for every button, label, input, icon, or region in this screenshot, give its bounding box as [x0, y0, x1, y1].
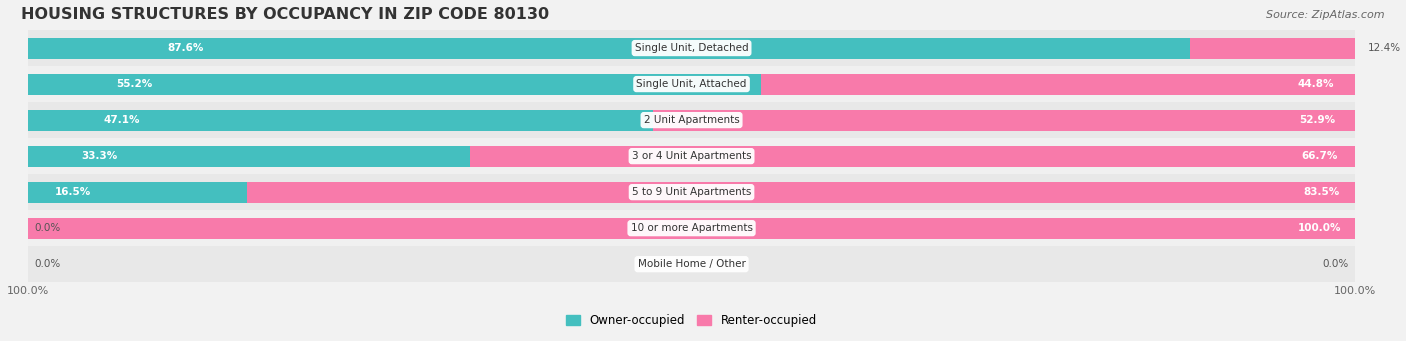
Text: Mobile Home / Other: Mobile Home / Other — [637, 259, 745, 269]
Text: 44.8%: 44.8% — [1298, 79, 1334, 89]
Text: 2 Unit Apartments: 2 Unit Apartments — [644, 115, 740, 125]
Bar — [28, 146, 470, 166]
Text: 0.0%: 0.0% — [35, 223, 60, 233]
Text: 33.3%: 33.3% — [82, 151, 117, 161]
Text: 5 to 9 Unit Apartments: 5 to 9 Unit Apartments — [631, 187, 751, 197]
Bar — [28, 210, 1355, 246]
Bar — [28, 66, 1355, 102]
Bar — [470, 146, 1355, 166]
Text: Single Unit, Detached: Single Unit, Detached — [634, 43, 748, 53]
Bar — [28, 174, 1355, 210]
Text: HOUSING STRUCTURES BY OCCUPANCY IN ZIP CODE 80130: HOUSING STRUCTURES BY OCCUPANCY IN ZIP C… — [21, 7, 550, 22]
Text: 0.0%: 0.0% — [35, 259, 60, 269]
Text: 0.0%: 0.0% — [1322, 259, 1348, 269]
Bar — [28, 246, 1355, 282]
Text: 47.1%: 47.1% — [103, 115, 139, 125]
Bar — [1191, 38, 1355, 59]
Text: 55.2%: 55.2% — [115, 79, 152, 89]
Legend: Owner-occupied, Renter-occupied: Owner-occupied, Renter-occupied — [561, 309, 821, 332]
Text: 16.5%: 16.5% — [55, 187, 90, 197]
Text: 3 or 4 Unit Apartments: 3 or 4 Unit Apartments — [631, 151, 751, 161]
Bar — [652, 110, 1355, 131]
Bar — [28, 30, 1355, 66]
Text: 52.9%: 52.9% — [1299, 115, 1336, 125]
Text: 100.0%: 100.0% — [1298, 223, 1341, 233]
Text: 87.6%: 87.6% — [167, 43, 204, 53]
Bar — [761, 74, 1355, 94]
Bar — [28, 138, 1355, 174]
Bar — [28, 218, 1355, 239]
Text: 66.7%: 66.7% — [1301, 151, 1337, 161]
Text: Single Unit, Attached: Single Unit, Attached — [637, 79, 747, 89]
Bar — [28, 74, 761, 94]
Bar — [28, 182, 247, 203]
Bar — [28, 38, 1191, 59]
Text: 83.5%: 83.5% — [1303, 187, 1340, 197]
Text: 12.4%: 12.4% — [1368, 43, 1402, 53]
Bar — [28, 102, 1355, 138]
Bar — [28, 110, 652, 131]
Bar — [247, 182, 1355, 203]
Text: 10 or more Apartments: 10 or more Apartments — [630, 223, 752, 233]
Text: Source: ZipAtlas.com: Source: ZipAtlas.com — [1267, 10, 1385, 20]
